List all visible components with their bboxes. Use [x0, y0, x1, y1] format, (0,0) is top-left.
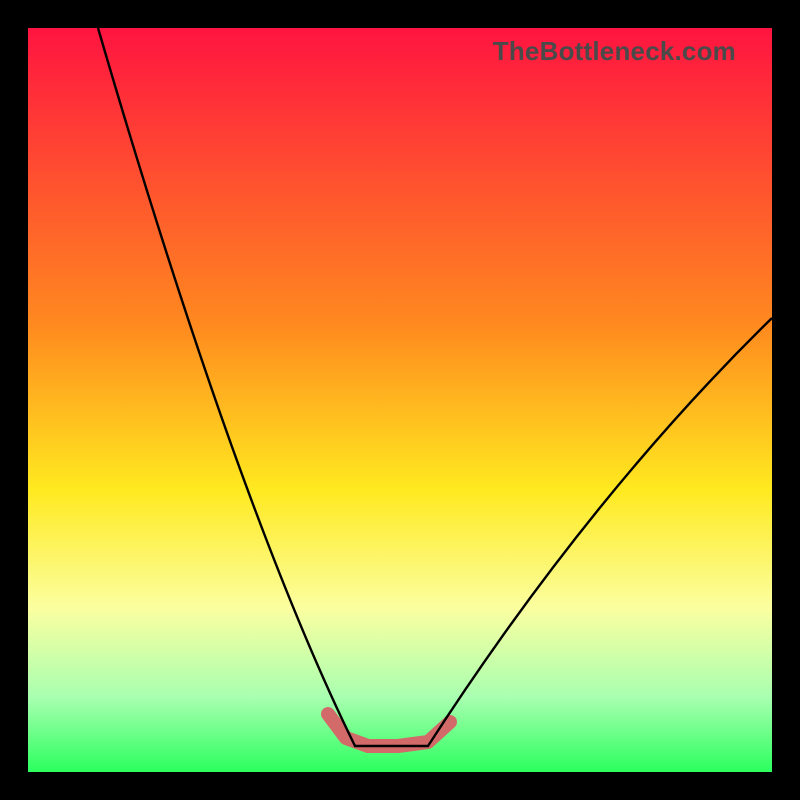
chart-frame: TheBottleneck.com	[0, 0, 800, 800]
v-curve	[98, 28, 772, 746]
chart-svg	[28, 28, 772, 772]
plot-area: TheBottleneck.com	[28, 28, 772, 772]
